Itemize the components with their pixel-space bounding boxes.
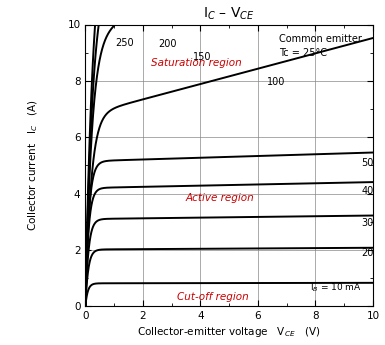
Text: Common emitter: Common emitter bbox=[280, 33, 362, 43]
X-axis label: Collector-emitter voltage   V$_{CE}$   (V): Collector-emitter voltage V$_{CE}$ (V) bbox=[137, 325, 321, 339]
Text: 100: 100 bbox=[266, 77, 285, 87]
Text: Cut-off region: Cut-off region bbox=[177, 292, 249, 302]
Text: Tc = 25°C: Tc = 25°C bbox=[280, 48, 327, 58]
Title: I$_C$ – V$_{CE}$: I$_C$ – V$_{CE}$ bbox=[203, 6, 255, 22]
Text: 200: 200 bbox=[159, 39, 177, 49]
Text: I$_B$ = 10 mA: I$_B$ = 10 mA bbox=[310, 282, 362, 294]
Text: 40: 40 bbox=[362, 186, 373, 196]
Text: 150: 150 bbox=[193, 52, 212, 62]
Text: 20: 20 bbox=[362, 248, 374, 258]
Text: 50: 50 bbox=[362, 158, 374, 168]
Text: Collector current   I$_C$   (A): Collector current I$_C$ (A) bbox=[27, 100, 40, 231]
Text: Active region: Active region bbox=[186, 193, 255, 203]
Text: 250: 250 bbox=[116, 38, 134, 48]
Text: Saturation region: Saturation region bbox=[151, 58, 242, 68]
Text: 30: 30 bbox=[362, 218, 373, 228]
